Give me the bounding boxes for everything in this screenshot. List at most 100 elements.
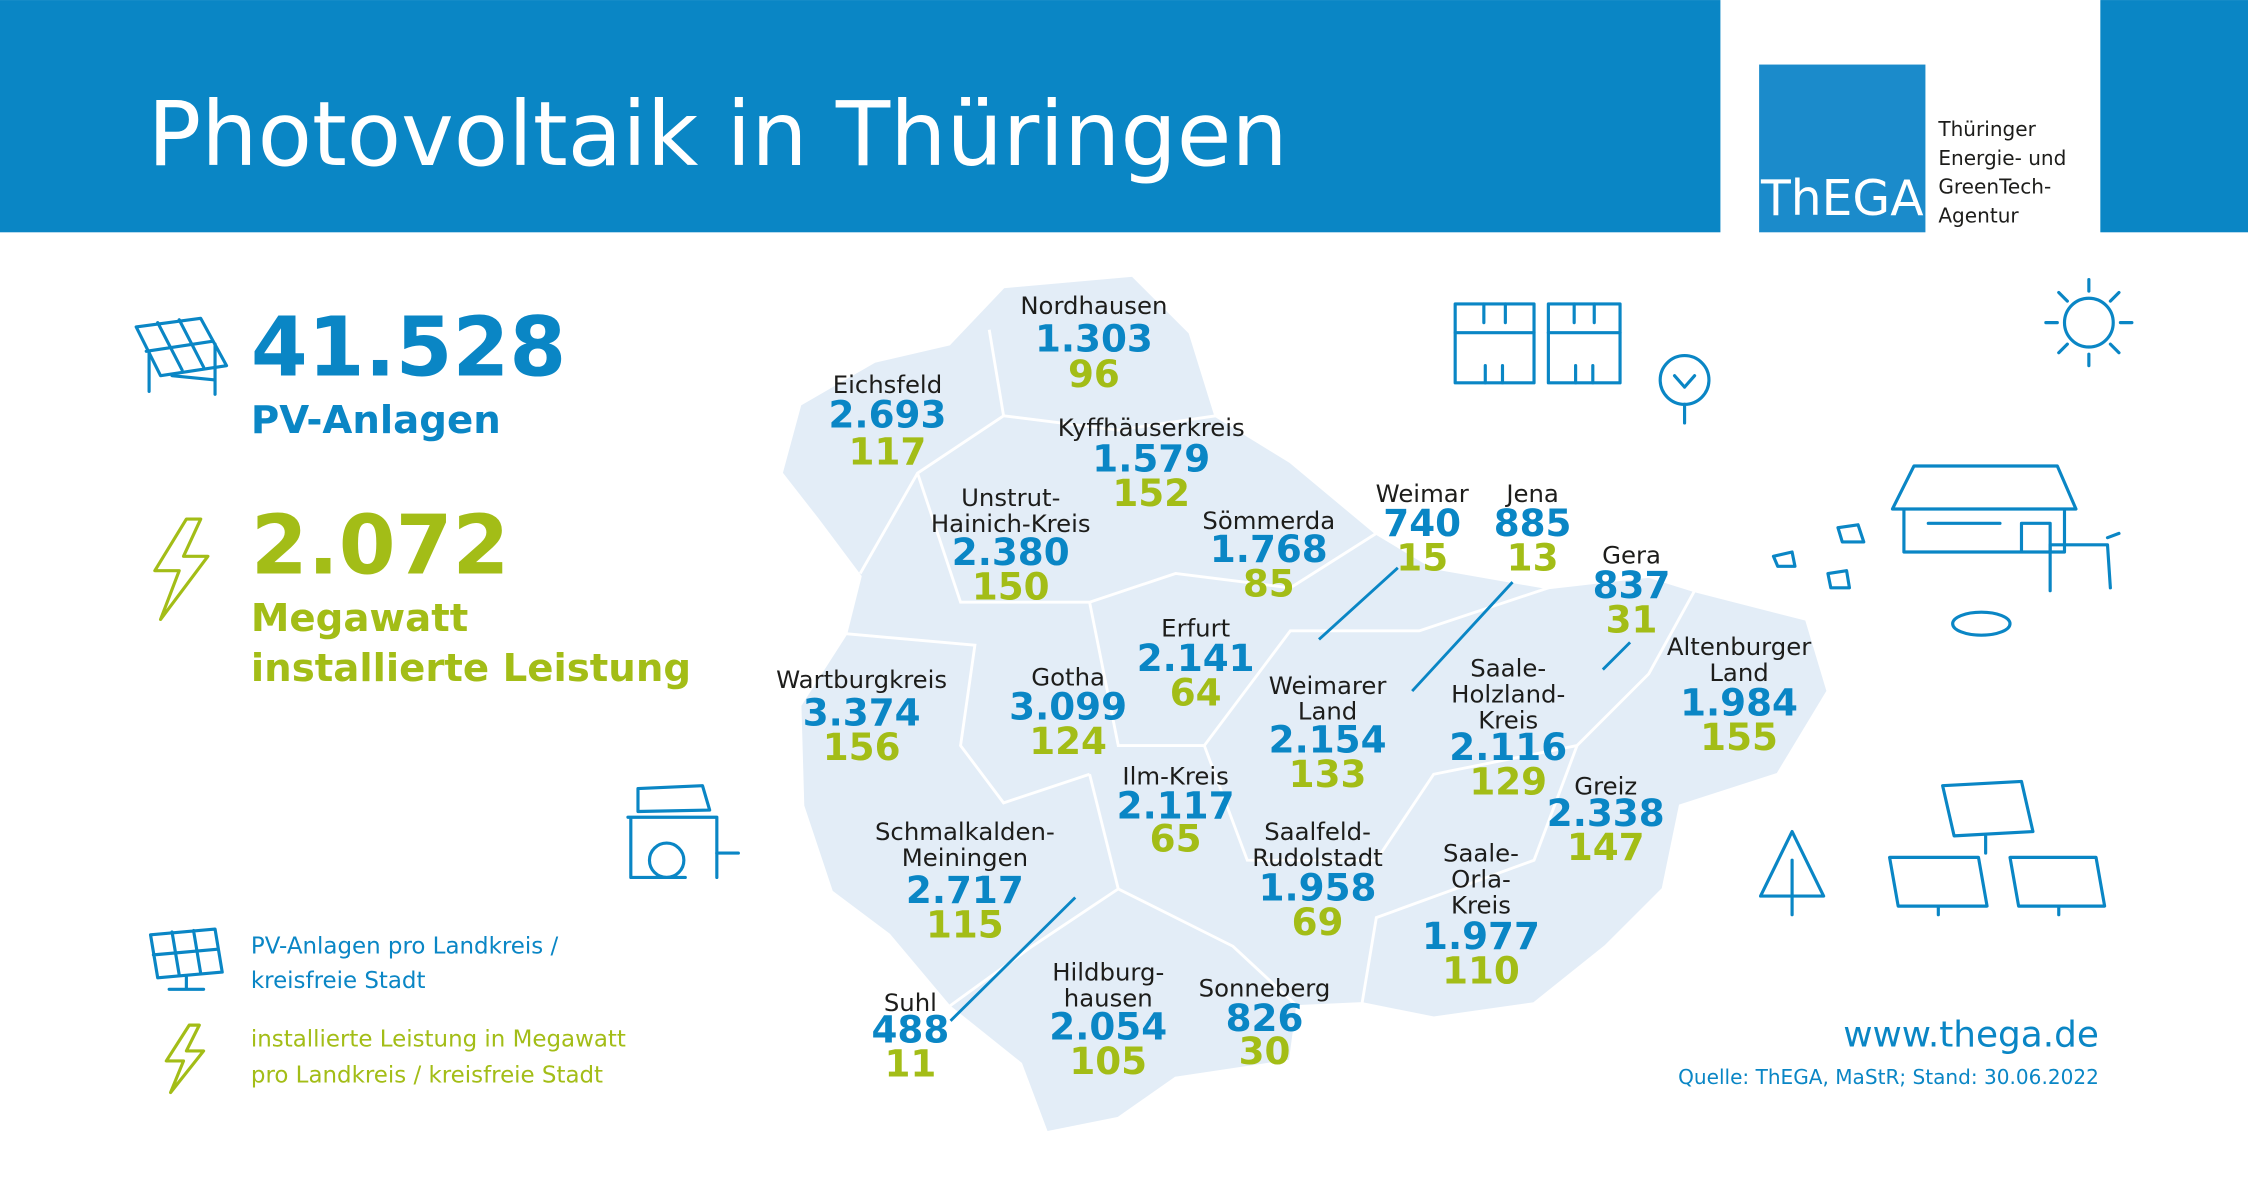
district-installations: 2.380: [952, 530, 1070, 574]
total-installations: 41.528: [251, 301, 566, 396]
district-name: Altenburger: [1667, 632, 1812, 661]
district-installations: 1.984: [1680, 680, 1798, 724]
district-megawatt: 147: [1567, 825, 1645, 869]
district-name: Rudolstadt: [1252, 843, 1383, 872]
leader-line: [1601, 641, 1632, 671]
district-installations: 740: [1383, 501, 1461, 545]
district-installations: 1.977: [1422, 914, 1540, 958]
legend-installations: PV-Anlagen pro Landkreis / kreisfreie Sta…: [251, 933, 559, 993]
agency-name: Thüringer Energie- und GreenTech- Agentur: [1937, 117, 2066, 227]
district-name: Hainich-Kreis: [931, 509, 1091, 538]
district-installations: 2.116: [1449, 725, 1567, 769]
district-name: Ilm-Kreis: [1122, 761, 1228, 790]
district-installations: 2.054: [1049, 1004, 1167, 1048]
source: Quelle: ThEGA, MaStR; Stand: 30.06.2022: [1678, 1065, 2099, 1089]
district-name: Jena: [1504, 479, 1559, 508]
leader-line: [1411, 581, 1514, 693]
legend-solar-icon: [148, 927, 224, 991]
legend-lightning-icon: [164, 1023, 206, 1095]
district-installations: 1.579: [1092, 437, 1210, 481]
district-name: Meiningen: [902, 843, 1028, 872]
district-megawatt: 11: [884, 1042, 936, 1086]
district-megawatt: 124: [1029, 719, 1107, 763]
district-installations: 2.117: [1117, 784, 1235, 828]
total-capacity-label: Megawatt installierte Leistung: [251, 596, 691, 691]
district-installations: 3.099: [1009, 685, 1127, 729]
district-megawatt: 13: [1507, 536, 1559, 580]
district-installations: 2.717: [906, 868, 1024, 912]
district-installations: 488: [871, 1007, 949, 1051]
district-megawatt: 117: [849, 430, 927, 474]
district-name: Kreis: [1451, 890, 1511, 919]
district-installations: 2.338: [1547, 791, 1665, 835]
district-megawatt: 133: [1289, 752, 1367, 796]
decorative-icons: [626, 278, 2134, 917]
legend-line: PV-Anlagen pro Landkreis /: [251, 933, 559, 959]
district-name: Gera: [1602, 540, 1661, 569]
district-name: Erfurt: [1161, 614, 1230, 643]
district-installations: 2.693: [829, 392, 947, 436]
website: www.thega.de: [1843, 1015, 2099, 1056]
district-name: Holzland-: [1451, 680, 1565, 709]
total-capacity: 2.072: [251, 499, 509, 594]
district-name: Weimar: [1376, 479, 1470, 508]
district-megawatt: 129: [1469, 759, 1547, 803]
district-installations: 1.768: [1210, 527, 1328, 571]
district-name: Unstrut-: [961, 483, 1060, 512]
title: Photovoltaik in Thüringen: [148, 82, 1288, 186]
district-megawatt: 30: [1239, 1029, 1291, 1073]
district-megawatt: 31: [1606, 597, 1658, 641]
leader-lines: [949, 566, 1632, 1022]
district-name: hausen: [1064, 983, 1153, 1012]
district-installations: 885: [1494, 501, 1572, 545]
district-megawatt: 156: [823, 725, 901, 769]
capacity-label-line: installierte Leistung: [251, 646, 691, 691]
district-name: Kyffhäuserkreis: [1058, 413, 1245, 442]
district-installations: 1.303: [1035, 316, 1153, 360]
district-name: Wartburgkreis: [776, 665, 947, 694]
district-megawatt: 115: [926, 903, 1004, 947]
district-name: Sonneberg: [1199, 973, 1331, 1002]
district-megawatt: 150: [972, 564, 1050, 608]
agency-line: GreenTech-: [1938, 175, 2051, 199]
district-name: Greiz: [1574, 771, 1637, 800]
agency-line: Thüringer: [1937, 117, 2036, 141]
district-name: Weimarer: [1269, 671, 1388, 700]
lightning-icon: [153, 517, 210, 621]
district-megawatt: 15: [1396, 536, 1448, 580]
district-name: Land: [1709, 658, 1768, 687]
district-installations: 3.374: [803, 690, 921, 734]
legend-line: kreisfreie Stadt: [251, 968, 426, 994]
district-megawatt: 69: [1292, 900, 1344, 944]
agency-line: Energie- und: [1938, 146, 2066, 170]
district-megawatt: 64: [1170, 670, 1222, 714]
district-name: Hildburg-: [1052, 958, 1164, 987]
district-name: Orla-: [1451, 864, 1511, 893]
leader-line: [949, 896, 1077, 1022]
district-megawatt: 96: [1068, 352, 1120, 396]
district-name: Sömmerda: [1202, 506, 1335, 535]
solar-icon: [134, 316, 229, 396]
district-megawatt: 105: [1069, 1039, 1147, 1083]
logo-text: ThEGA: [1760, 171, 1924, 227]
district-name: Gotha: [1031, 662, 1105, 691]
district-installations: 2.141: [1137, 636, 1255, 680]
map-thuringia: [779, 273, 1830, 1135]
capacity-label-line: Megawatt: [251, 596, 468, 641]
legend-line: installierte Leistung in Megawatt: [251, 1027, 626, 1053]
